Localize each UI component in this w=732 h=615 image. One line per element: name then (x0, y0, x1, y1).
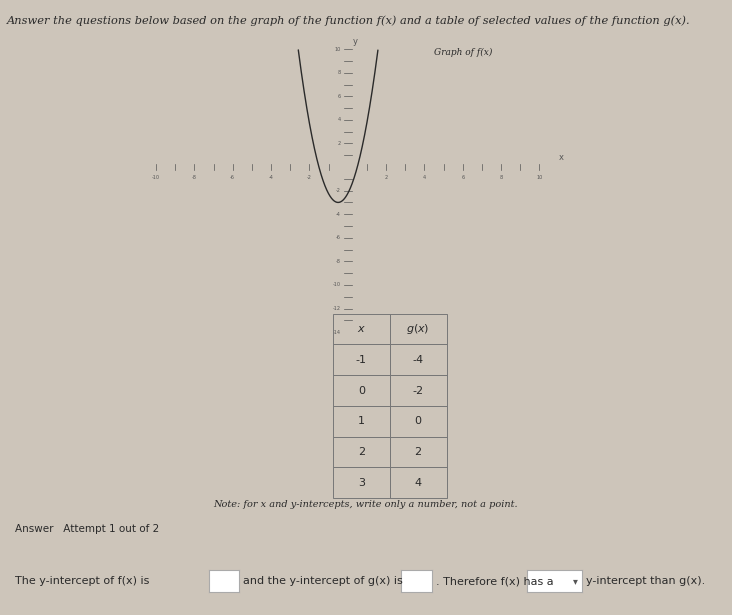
Text: -6: -6 (231, 175, 235, 180)
Text: 0: 0 (414, 416, 422, 426)
Text: 4: 4 (338, 117, 341, 122)
Text: 10: 10 (335, 47, 341, 52)
Bar (333, 437, 389, 467)
Text: x: x (559, 153, 564, 162)
Text: y: y (353, 37, 357, 46)
Text: -8: -8 (192, 175, 197, 180)
Text: -12: -12 (333, 306, 341, 311)
Text: -14: -14 (333, 330, 341, 335)
Text: -10: -10 (333, 282, 341, 287)
Text: Answer   Attempt 1 out of 2: Answer Attempt 1 out of 2 (15, 524, 159, 534)
Text: 8: 8 (499, 175, 503, 180)
Text: $g(x)$: $g(x)$ (406, 322, 430, 336)
Text: 0: 0 (358, 386, 365, 395)
Text: 6: 6 (461, 175, 464, 180)
Text: y-intercept than g(x).: y-intercept than g(x). (586, 576, 705, 586)
Bar (333, 467, 389, 498)
Text: Graph of f(x): Graph of f(x) (434, 48, 493, 57)
Text: 2: 2 (384, 175, 388, 180)
Text: -4: -4 (413, 355, 424, 365)
Text: 4: 4 (414, 478, 422, 488)
Text: $x$: $x$ (357, 324, 366, 334)
Bar (333, 314, 389, 344)
Text: 3: 3 (358, 478, 365, 488)
Text: Note: for x and y-intercepts, write only a number, not a point.: Note: for x and y-intercepts, write only… (214, 501, 518, 509)
Bar (389, 467, 447, 498)
Text: and the y-intercept of g(x) is: and the y-intercept of g(x) is (243, 576, 403, 586)
Text: 2: 2 (414, 447, 422, 457)
Bar (389, 344, 447, 375)
Text: -1: -1 (356, 355, 367, 365)
Text: Answer the questions below based on the graph of the function f(x) and a table o: Answer the questions below based on the … (7, 15, 691, 26)
Text: . Therefore f(x) has a: . Therefore f(x) has a (436, 576, 553, 586)
Bar (333, 344, 389, 375)
Text: -4: -4 (336, 212, 341, 216)
Bar (389, 375, 447, 406)
Text: -8: -8 (336, 259, 341, 264)
Text: The y-intercept of f(x) is: The y-intercept of f(x) is (15, 576, 149, 586)
Bar (389, 406, 447, 437)
Bar (333, 406, 389, 437)
Text: ▾: ▾ (573, 576, 578, 586)
Text: -2: -2 (413, 386, 424, 395)
Bar (333, 375, 389, 406)
Text: 1: 1 (358, 416, 365, 426)
Bar (389, 437, 447, 467)
Text: 10: 10 (537, 175, 542, 180)
Bar (389, 314, 447, 344)
Text: -2: -2 (307, 175, 312, 180)
Text: -2: -2 (336, 188, 341, 193)
Text: -10: -10 (152, 175, 160, 180)
Text: 2: 2 (358, 447, 365, 457)
Text: -6: -6 (336, 236, 341, 240)
Text: 4: 4 (423, 175, 426, 180)
Text: 2: 2 (338, 141, 341, 146)
Text: 8: 8 (338, 70, 341, 75)
Text: 6: 6 (338, 94, 341, 99)
Text: -4: -4 (269, 175, 274, 180)
